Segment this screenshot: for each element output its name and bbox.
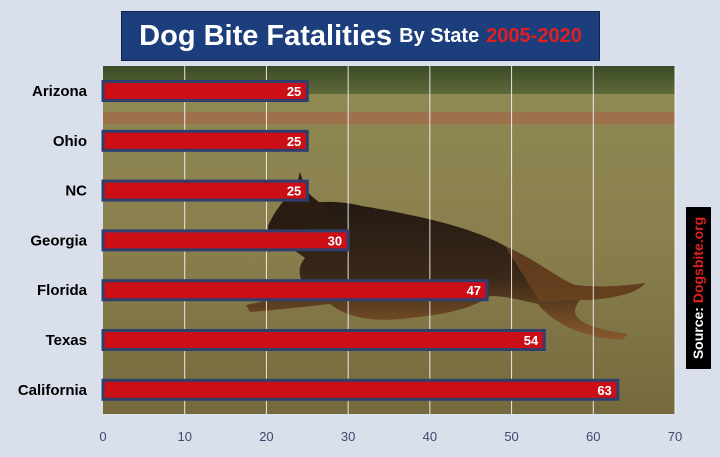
x-tick-20: 20 (259, 429, 273, 444)
bar-ohio (101, 129, 309, 152)
bar-florida (101, 279, 489, 302)
data-label-florida: 47 (467, 283, 481, 298)
data-label-georgia: 30 (328, 233, 342, 248)
bar-arizona (101, 80, 309, 102)
x-tick-30: 30 (341, 429, 355, 444)
x-tick-70: 70 (668, 429, 682, 444)
x-tick-0: 0 (99, 429, 106, 444)
x-axis-tick-labels: 0 10 20 30 40 50 60 70 (99, 429, 682, 444)
category-label-florida: Florida (37, 282, 88, 299)
x-tick-60: 60 (586, 429, 600, 444)
category-label-texas: Texas (46, 332, 87, 349)
category-labels: Arizona Ohio NC Georgia Florida Texas Californ… (18, 83, 88, 399)
source-text: Source: Dogsbite.org (691, 217, 707, 359)
chart-title: Dog Bite Fatalities By State 2005-2020 (121, 11, 600, 61)
title-sub: By State (399, 24, 480, 47)
x-tick-40: 40 (423, 429, 437, 444)
source-label: Source: (690, 307, 707, 360)
bar-georgia (101, 229, 350, 252)
data-label-ohio: 25 (287, 134, 301, 149)
data-label-arizona: 25 (287, 84, 301, 99)
bar-nc (101, 179, 309, 202)
category-label-arizona: Arizona (32, 83, 88, 100)
source-site: Dogsbite.org (690, 216, 707, 304)
category-label-nc: NC (65, 183, 87, 200)
running-track (103, 112, 675, 124)
x-tick-50: 50 (504, 429, 518, 444)
bar-california (101, 378, 620, 401)
category-label-georgia: Georgia (30, 232, 87, 249)
x-tick-10: 10 (177, 429, 191, 444)
data-label-texas: 54 (524, 333, 539, 348)
bar-texas (101, 329, 546, 351)
title-years: 2005-2020 (486, 24, 582, 47)
data-label-california: 63 (597, 383, 611, 398)
category-label-california: California (18, 382, 88, 399)
source-badge: Source: Dogsbite.org (686, 207, 711, 369)
bars: 25 25 25 30 47 54 63 (101, 80, 620, 401)
title-main: Dog Bite Fatalities (139, 19, 393, 52)
category-label-ohio: Ohio (53, 133, 87, 150)
data-label-nc: 25 (287, 184, 301, 199)
